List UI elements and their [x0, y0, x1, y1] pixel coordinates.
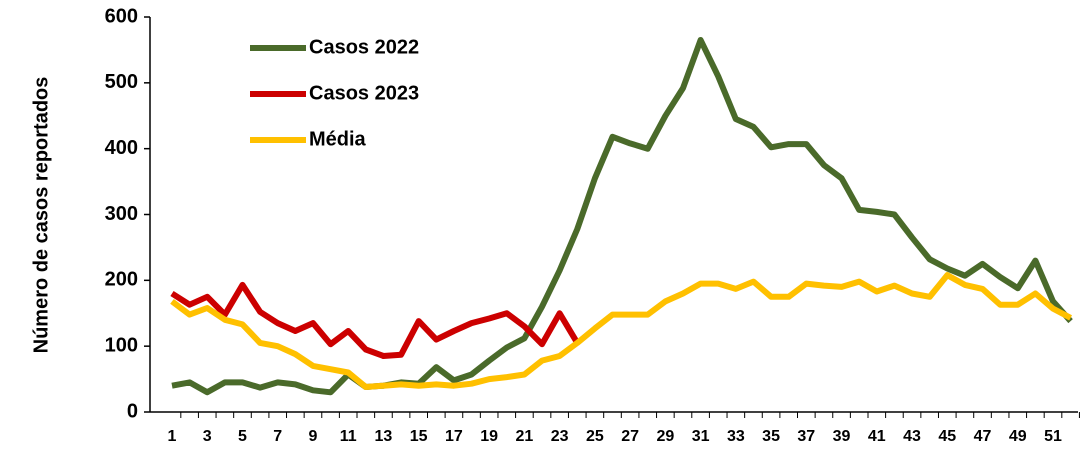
x-tick-label: 51: [1044, 428, 1062, 445]
x-tick-label: 25: [586, 428, 604, 445]
x-tick-label: 11: [340, 428, 357, 445]
x-tick-label: 27: [621, 428, 639, 445]
x-tick-label: 23: [551, 428, 569, 445]
x-tick-label: 41: [868, 428, 886, 445]
x-tick-label: 15: [410, 428, 428, 445]
y-tick-label: 300: [105, 203, 138, 225]
x-tick-label: 35: [762, 428, 780, 445]
legend-label: Média: [309, 128, 367, 150]
x-tick-label: 1: [168, 428, 177, 445]
x-tick-label: 9: [309, 428, 318, 445]
y-axis-label: Número de casos reportados: [30, 77, 52, 354]
x-tick-label: 47: [974, 428, 992, 445]
y-tick-label: 0: [127, 400, 138, 422]
x-tick-label: 13: [375, 428, 393, 445]
x-tick-label: 21: [516, 428, 534, 445]
y-tick-label: 400: [105, 137, 138, 159]
x-tick-label: 29: [656, 428, 674, 445]
x-tick-label: 5: [238, 428, 247, 445]
x-tick-label: 45: [938, 428, 956, 445]
x-tick-label: 33: [727, 428, 745, 445]
y-tick-label: 200: [105, 269, 138, 291]
x-tick-label: 37: [797, 428, 815, 445]
y-tick-label: 500: [105, 71, 138, 93]
x-tick-label: 19: [480, 428, 498, 445]
x-tick-label: 43: [903, 428, 921, 445]
x-tick-label: 31: [692, 428, 710, 445]
x-tick-label: 3: [203, 428, 212, 445]
x-tick-label: 17: [445, 428, 463, 445]
legend-label: Casos 2023: [309, 82, 419, 104]
series-line: [171, 37, 1073, 396]
series-line: [170, 272, 1073, 390]
legend-label: Casos 2022: [309, 36, 419, 58]
x-tick-label: 7: [273, 428, 282, 445]
y-tick-label: 600: [105, 5, 138, 27]
x-tick-label: 49: [1009, 428, 1027, 445]
x-tick-label: 39: [833, 428, 851, 445]
y-tick-label: 100: [105, 334, 138, 356]
series-line: [170, 281, 580, 359]
